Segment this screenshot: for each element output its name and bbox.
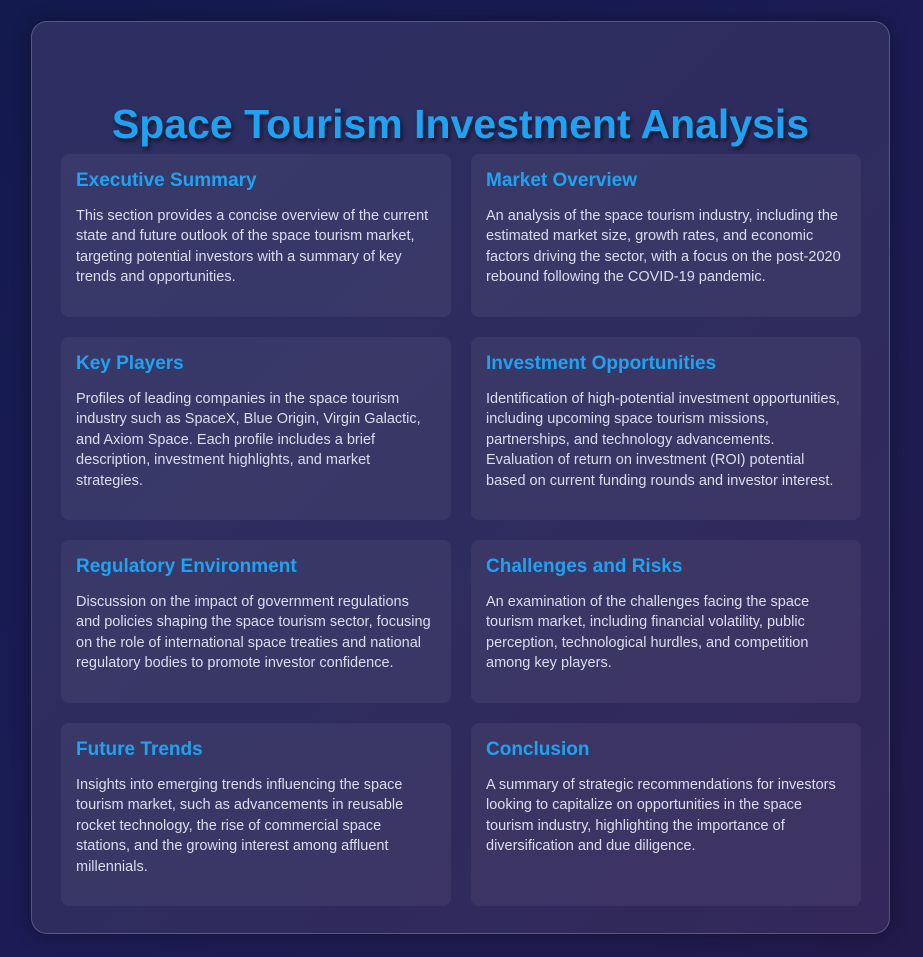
section-card-investment-opportunities: Investment Opportunities Identification … [471,337,861,520]
section-card-challenges-and-risks: Challenges and Risks An examination of t… [471,540,861,703]
section-card-future-trends: Future Trends Insights into emerging tre… [61,723,451,906]
section-title: Challenges and Risks [486,556,683,577]
section-title: Investment Opportunities [486,353,717,374]
section-title: Key Players [76,353,184,374]
section-text: An examination of the challenges facing … [486,594,810,672]
document-panel: Space Tourism Investment Analysis [31,21,890,934]
section-title: Market Overview [486,170,638,191]
section-text: An analysis of the space tourism industr… [486,208,841,286]
section-title: Conclusion [486,739,590,760]
section-title: Executive Summary [76,170,257,191]
section-text: Identification of high-potential investm… [486,391,840,489]
section-text: This section provides a concise overview… [76,208,429,286]
sections-grid: Executive Summary This section provides … [61,154,861,906]
page-title: Space Tourism Investment Analysis [111,101,810,147]
section-card-market-overview: Market Overview An analysis of the space… [471,154,861,317]
section-title: Future Trends [76,739,203,760]
section-card-executive-summary: Executive Summary This section provides … [61,154,451,317]
section-card-key-players: Key Players Profiles of leading companie… [61,337,451,520]
section-card-conclusion: Conclusion A summary of strategic recomm… [471,723,861,906]
section-title: Regulatory Environment [76,556,297,577]
section-text: Insights into emerging trends influencin… [76,777,404,875]
section-text: A summary of strategic recommendations f… [486,777,836,855]
section-text: Discussion on the impact of government r… [76,594,431,672]
section-text: Profiles of leading companies in the spa… [76,391,421,489]
section-card-regulatory-environment: Regulatory Environment Discussion on the… [61,540,451,703]
